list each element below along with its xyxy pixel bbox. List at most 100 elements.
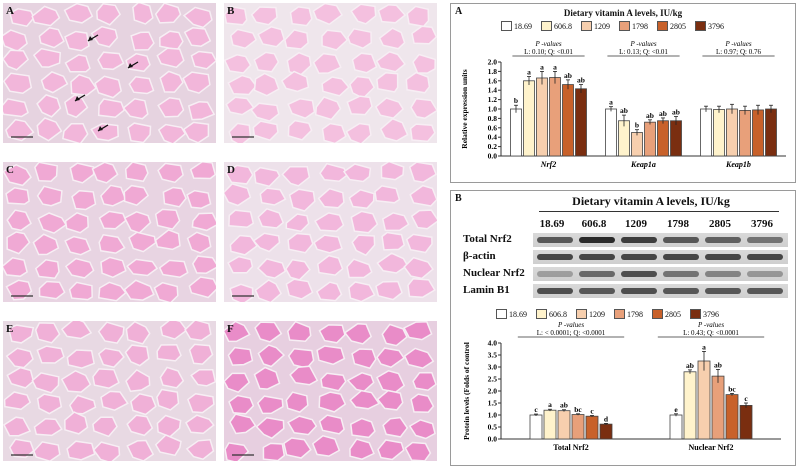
y-tick-label: 3.5 <box>488 351 498 360</box>
error-bar <box>576 413 580 416</box>
muscle-fiber <box>283 437 312 459</box>
muscle-fiber <box>32 47 62 68</box>
muscle-fiber <box>318 414 345 435</box>
muscle-fiber <box>60 369 92 393</box>
y-tick-label: 1.0 <box>488 411 498 420</box>
legend-entry: 606.8 <box>536 309 567 319</box>
blot-band <box>621 237 657 243</box>
muscle-fiber <box>350 210 379 234</box>
muscle-fiber <box>318 391 347 413</box>
error-bar <box>704 105 708 112</box>
error-bar <box>702 350 706 371</box>
bar <box>631 132 643 157</box>
muscle-fiber <box>162 186 187 208</box>
muscle-fiber <box>224 183 252 207</box>
muscle-fiber <box>3 72 33 94</box>
muscle-fiber <box>374 185 401 204</box>
muscle-fiber <box>225 96 255 116</box>
blot-band <box>621 254 657 260</box>
muscle-fiber <box>351 348 377 370</box>
error-bar <box>688 369 692 374</box>
blot-strip <box>533 233 788 247</box>
muscle-fiber <box>379 117 409 142</box>
muscle-fiber <box>316 254 344 276</box>
muscle-fiber <box>98 210 127 230</box>
muscle-fiber <box>254 321 283 343</box>
muscle-fiber <box>64 54 91 73</box>
y-tick-label: 1.2 <box>488 95 498 104</box>
blot-row-label: Total Nrf2 <box>463 233 512 245</box>
muscle-fiber <box>183 27 212 47</box>
y-tick-label: 1.0 <box>488 105 498 114</box>
bar <box>599 423 613 440</box>
error-bar <box>562 409 566 412</box>
arrow-icon <box>97 124 109 132</box>
muscle-fiber <box>316 345 346 366</box>
bar <box>739 110 751 157</box>
muscle-fiber <box>375 50 406 73</box>
western-blot: Total Nrf2 β-actin Nuclear Nrf2 Lamin B1 <box>451 233 795 301</box>
significance-letter: bc <box>574 405 582 414</box>
muscle-fiber <box>100 390 129 412</box>
muscle-fiber <box>224 164 254 185</box>
muscle-fiber <box>96 3 122 26</box>
error-bar <box>566 79 570 90</box>
muscle-fiber <box>33 441 61 461</box>
pvalue-heading: P -values <box>557 321 584 329</box>
muscle-tissue-image <box>3 3 216 143</box>
muscle-fiber <box>253 166 281 188</box>
muscle-fiber <box>289 365 319 386</box>
y-tick-label: 0.2 <box>488 142 498 151</box>
bar <box>657 120 669 157</box>
muscle-fiber <box>381 323 408 347</box>
blot-row-label: Nuclear Nrf2 <box>463 267 525 279</box>
y-tick-label: 4.0 <box>488 339 498 348</box>
bar <box>726 108 738 157</box>
muscle-fiber <box>38 26 65 49</box>
muscle-fiber <box>345 122 372 143</box>
muscle-fiber <box>98 233 126 254</box>
legend-label: 3796 <box>703 309 719 319</box>
significance-letter: ab <box>564 71 572 80</box>
pvalue-heading: P -values <box>697 321 724 329</box>
significance-letter: ab <box>714 360 722 369</box>
muscle-fiber <box>7 324 35 344</box>
muscle-fiber <box>349 438 375 460</box>
legend-swatch <box>496 309 507 319</box>
muscle-fiber <box>409 184 437 207</box>
muscle-fiber <box>66 440 96 461</box>
bar <box>713 109 725 157</box>
muscle-fiber <box>6 209 32 232</box>
y-tick-label: 0.0 <box>488 152 498 161</box>
muscle-fiber <box>227 255 254 274</box>
muscle-fiber <box>36 185 63 207</box>
legend-label: 1209 <box>594 21 610 31</box>
muscle-fiber <box>229 283 254 302</box>
bar <box>571 414 585 440</box>
blot-band <box>705 271 741 277</box>
muscle-fiber <box>34 162 58 182</box>
error-bar <box>540 71 544 85</box>
error-bar <box>514 104 518 113</box>
muscle-fiber <box>70 73 98 97</box>
muscle-fiber <box>190 50 216 70</box>
muscle-fiber <box>405 71 431 94</box>
error-bar <box>661 117 665 124</box>
muscle-fiber <box>255 416 285 440</box>
muscle-fiber <box>3 163 32 187</box>
error-bar <box>717 105 721 113</box>
lane-label: 1798 <box>667 218 689 230</box>
muscle-fiber <box>33 418 63 437</box>
legend-entry: 3796 <box>695 21 724 31</box>
blot-band <box>663 288 699 294</box>
y-tick-label: 1.6 <box>488 76 498 85</box>
error-bar <box>527 76 531 86</box>
muscle-fiber <box>60 321 93 340</box>
muscle-tissue-image <box>3 321 216 461</box>
muscle-fiber <box>280 70 310 93</box>
muscle-fiber <box>348 281 376 302</box>
muscle-fiber <box>189 162 216 180</box>
muscle-fiber <box>289 6 313 27</box>
significance-letter: a <box>609 98 613 107</box>
significance-letter: b <box>514 96 518 105</box>
